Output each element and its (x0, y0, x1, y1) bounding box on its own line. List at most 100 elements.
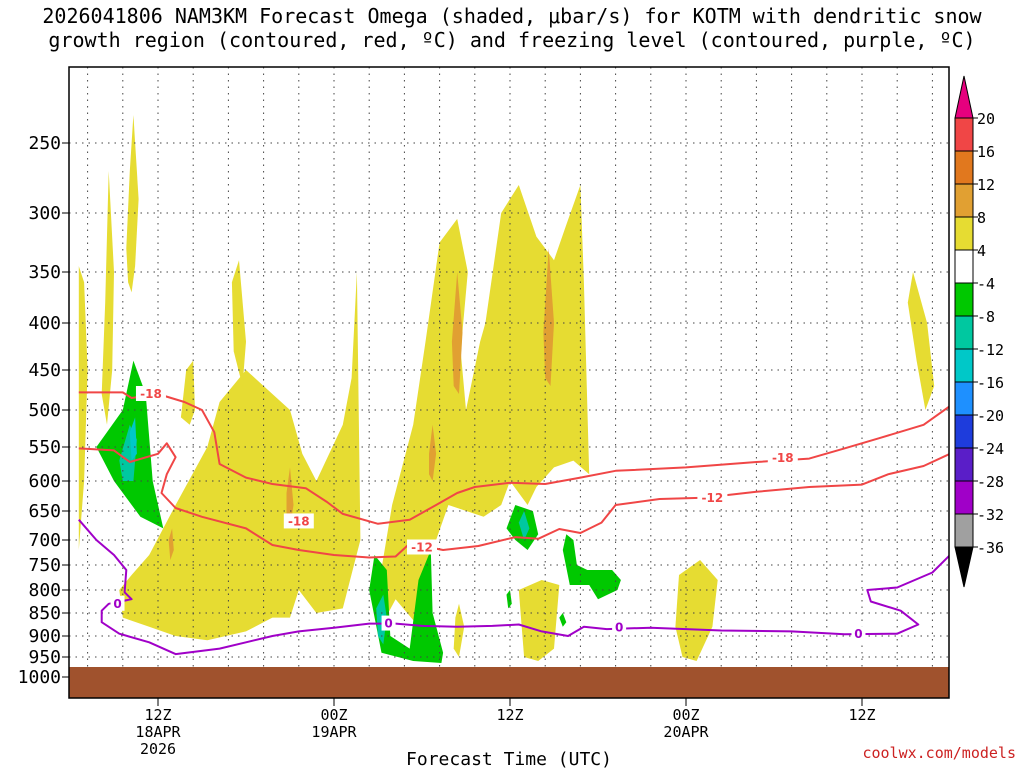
contour-label: 0 (854, 627, 862, 641)
omega-region (451, 272, 463, 394)
colorbar-band (954, 249, 974, 284)
colorbar-label: 4 (977, 242, 986, 260)
x-tick-label: 19APR (311, 723, 357, 741)
contour-label-bg (767, 449, 798, 465)
chart-title: 2026041806 NAM3KM Forecast Omega (shaded… (0, 4, 1024, 52)
omega-region (675, 560, 718, 661)
omega-region (369, 550, 444, 663)
colorbar-label: 8 (977, 209, 986, 227)
omega-region (78, 266, 88, 550)
x-tick-label: 00Z (672, 706, 699, 724)
contour-label-bg (697, 489, 728, 505)
omega-region (126, 115, 139, 293)
colorbar-label: -4 (977, 275, 995, 293)
omega-region (907, 272, 935, 410)
colorbar-band (954, 216, 974, 251)
x-tick-label: 2026 (140, 740, 176, 758)
y-tick-label: 350 (28, 262, 61, 283)
x-tick-label: 12Z (144, 706, 171, 724)
colorbar-bottom-arrow (954, 546, 974, 588)
y-tick-label: 500 (28, 400, 61, 421)
omega-region (129, 417, 137, 461)
omega-region (429, 424, 437, 481)
title-line-2: growth region (contoured, red, ºC) and f… (48, 28, 976, 52)
contour-label-bg (612, 619, 627, 635)
plot-frame (68, 66, 950, 699)
colorbar-top-arrow (954, 75, 974, 119)
contour-label: 0 (384, 617, 392, 631)
y-axis: 2503003504004505005506006507007508008509… (18, 133, 69, 688)
colorbar-label: -12 (977, 341, 1004, 359)
y-tick-label: 400 (28, 313, 61, 334)
y-tick-label: 1000 (18, 667, 61, 688)
y-tick-label: 700 (28, 530, 61, 551)
colorbar-label: 20 (977, 110, 995, 128)
omega-region (562, 534, 621, 600)
colorbar-label: -24 (977, 440, 1004, 458)
omega-region (180, 360, 195, 425)
y-tick-label: 750 (28, 555, 61, 576)
colorbar-label: 12 (977, 176, 995, 194)
contours: -18 -18 -18 -12 -12 0 0 0 0 (78, 386, 949, 656)
title-line-1: 2026041806 NAM3KM Forecast Omega (shaded… (42, 4, 982, 28)
colorbar-label: 16 (977, 143, 995, 161)
omega-region (101, 171, 114, 425)
omega-shading (78, 115, 935, 663)
x-tick-label: 18APR (135, 723, 181, 741)
x-axis-label: Forecast Time (UTC) (406, 749, 612, 768)
contour-label: -12 (411, 541, 433, 555)
y-tick-label: 600 (28, 471, 61, 492)
contour-label-bg (110, 595, 125, 611)
colorbar-band (954, 117, 974, 152)
contour-label-bg (135, 386, 166, 401)
y-tick-label: 550 (28, 437, 61, 458)
x-tick-label: 20APR (663, 723, 709, 741)
colorbar: 20 16 12 8 4 -4 -8 -12 -16 -20 -24 -28 -32 -36 (954, 75, 1004, 588)
x-tick-label: 12Z (848, 706, 875, 724)
y-tick-label: 850 (28, 603, 61, 624)
omega-region (119, 272, 361, 641)
x-tick-label: 00Z (320, 706, 347, 724)
omega-region (286, 467, 294, 529)
colorbar-label: -32 (977, 506, 1004, 524)
omega-region (518, 511, 530, 540)
contour-label: -12 (702, 491, 724, 505)
colorbar-label: -16 (977, 374, 1004, 392)
colorbar-band (954, 315, 974, 350)
omega-region (453, 603, 465, 657)
omega-region (168, 528, 174, 560)
y-tick-label: 300 (28, 203, 61, 224)
contour-label-bg (851, 626, 866, 642)
colorbar-band (954, 414, 974, 449)
colorbar-label: -20 (977, 407, 1004, 425)
ground-surface (69, 667, 949, 698)
contour-label: -18 (772, 451, 794, 465)
omega-region (518, 580, 560, 661)
colorbar-band (954, 150, 974, 185)
colorbar-band (954, 183, 974, 218)
colorbar-label: -8 (977, 308, 995, 326)
colorbar-band (954, 480, 974, 515)
contour-label: -18 (288, 514, 310, 528)
contour-line (78, 519, 949, 656)
omega-region (543, 248, 554, 386)
y-tick-label: 900 (28, 626, 61, 647)
colorbar-label: -28 (977, 473, 1004, 491)
colorbar-label: -36 (977, 539, 1004, 557)
contour-label: 0 (615, 621, 623, 635)
contour-label-bg (283, 513, 314, 529)
colorbar-band (954, 381, 974, 416)
y-tick-label: 450 (28, 360, 61, 381)
omega-region (559, 613, 567, 627)
omega-region (506, 590, 512, 609)
contour-label-bg (407, 539, 437, 555)
contour-label: 0 (113, 597, 121, 611)
contour-label-bg (381, 615, 396, 631)
y-tick-label: 950 (28, 647, 61, 668)
colorbar-band (954, 447, 974, 482)
colorbar-band (954, 348, 974, 383)
credit-text: coolwx.com/models (862, 744, 1016, 762)
colorbar-band (954, 282, 974, 317)
